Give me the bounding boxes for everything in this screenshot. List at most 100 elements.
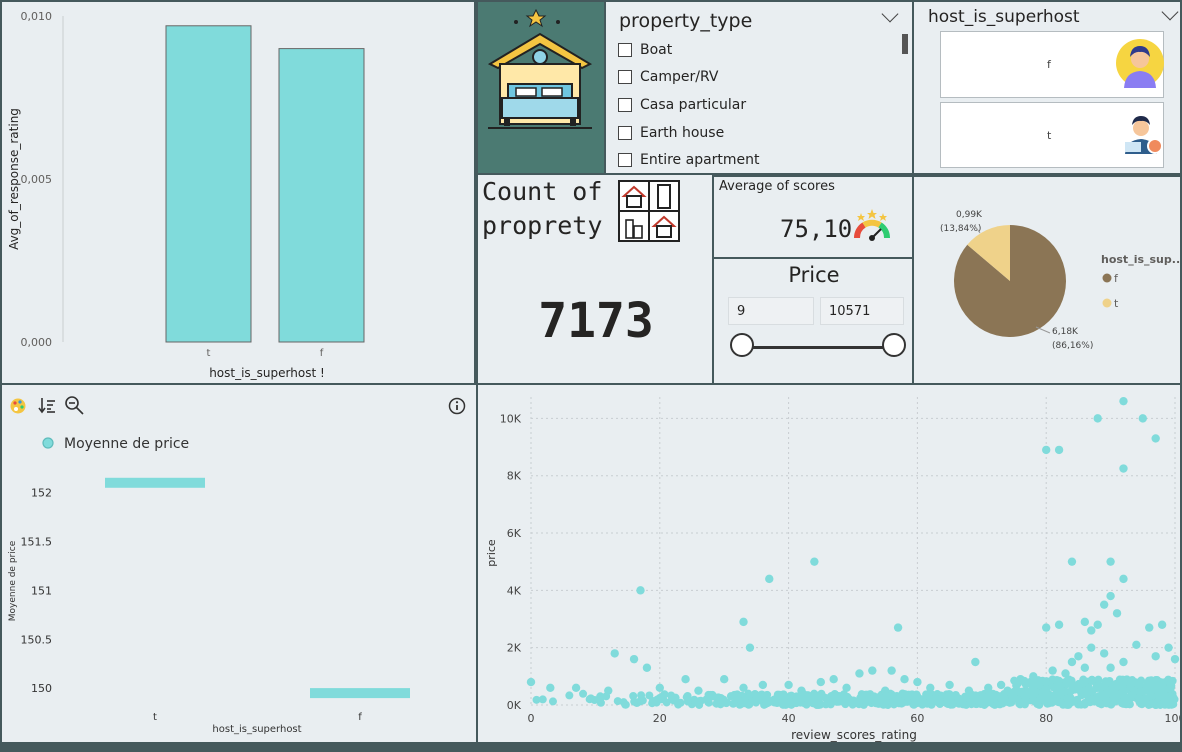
scatter-point[interactable]: [526, 677, 536, 687]
slicer-item-casa-particular[interactable]: Casa particular: [618, 94, 746, 116]
scatter-point[interactable]: [1170, 654, 1180, 664]
scatter-point[interactable]: [881, 686, 890, 695]
scatter-point[interactable]: [797, 686, 806, 695]
price-slider-max-handle[interactable]: [882, 333, 906, 357]
scatter-point[interactable]: [1029, 672, 1038, 681]
scatter-point[interactable]: [1087, 626, 1096, 635]
checkbox-icon[interactable]: [618, 43, 632, 57]
scatter-point[interactable]: [1138, 414, 1147, 423]
scatter-point[interactable]: [913, 677, 922, 687]
scatter-point[interactable]: [1106, 557, 1115, 566]
scatter-point[interactable]: [1080, 663, 1090, 672]
scatter-point[interactable]: [984, 683, 993, 693]
scatter-point[interactable]: [829, 675, 838, 684]
scatter-point[interactable]: [1112, 609, 1122, 618]
scatter-point[interactable]: [1093, 620, 1102, 629]
scatter-point[interactable]: [1054, 445, 1064, 455]
scatter-point[interactable]: [694, 686, 703, 695]
scatter-point[interactable]: [739, 617, 748, 627]
scatter-point[interactable]: [1119, 574, 1128, 584]
scatter-point[interactable]: [1042, 623, 1051, 632]
scatter-point[interactable]: [1151, 434, 1160, 443]
scatter-point[interactable]: [681, 675, 690, 684]
price-max-input[interactable]: 10571: [820, 297, 904, 325]
scatter-point[interactable]: [1074, 652, 1083, 661]
checkbox-icon[interactable]: [618, 98, 632, 112]
scatter-point[interactable]: [1164, 643, 1173, 652]
scatter-point[interactable]: [1132, 640, 1141, 650]
scatter-point[interactable]: [629, 654, 639, 664]
avg-price-mark-t[interactable]: [105, 477, 205, 488]
scatter-point[interactable]: [855, 669, 864, 678]
scatter-point[interactable]: [1087, 643, 1096, 652]
scatter-point[interactable]: [610, 649, 619, 658]
scatter-point[interactable]: [546, 683, 555, 693]
scatter-point[interactable]: [655, 683, 664, 693]
slicer-item-earth-house[interactable]: Earth house: [618, 122, 724, 144]
scatter-point[interactable]: [971, 657, 980, 667]
scatter-point[interactable]: [1106, 591, 1115, 601]
scatter-point[interactable]: [868, 666, 877, 675]
scatter-point[interactable]: [893, 623, 903, 632]
scatter-point[interactable]: [1151, 652, 1160, 661]
scatter-point[interactable]: [1157, 620, 1167, 629]
price-slider-track[interactable]: [742, 346, 894, 349]
scatter-point[interactable]: [1119, 657, 1128, 667]
scatter-point[interactable]: [758, 680, 768, 690]
superhost-tile-t[interactable]: t: [940, 102, 1164, 168]
scatter-point[interactable]: [1003, 686, 1012, 695]
palette-icon[interactable]: [10, 398, 26, 414]
scatter-point[interactable]: [996, 680, 1006, 690]
scatter-point[interactable]: [765, 574, 774, 584]
superhost-tile-f[interactable]: f: [940, 31, 1164, 98]
scatter-point[interactable]: [926, 683, 935, 693]
slicer-scrollbar[interactable]: [902, 34, 908, 54]
scatter-point[interactable]: [842, 683, 851, 693]
scatter-point[interactable]: [1042, 445, 1051, 455]
scatter-point[interactable]: [1145, 623, 1154, 632]
scatter-point[interactable]: [887, 666, 896, 675]
scatter-point[interactable]: [739, 683, 748, 693]
checkbox-icon[interactable]: [618, 70, 632, 84]
chevron-down-icon[interactable]: [881, 5, 899, 23]
bar-t[interactable]: [165, 25, 252, 343]
scatter-point[interactable]: [1106, 663, 1115, 672]
scatter-point[interactable]: [1119, 396, 1128, 406]
slicer-item-camper-rv[interactable]: Camper/RV: [618, 66, 719, 88]
scatter-point[interactable]: [571, 683, 581, 693]
scatter-point[interactable]: [1016, 675, 1025, 684]
scatter-point[interactable]: [1067, 557, 1077, 566]
scatter-point[interactable]: [945, 680, 954, 690]
scatter-point[interactable]: [1067, 657, 1077, 667]
slicer-item-entire-apartment[interactable]: Entire apartment: [618, 149, 760, 171]
scatter-point[interactable]: [1080, 617, 1090, 627]
price-min-input[interactable]: 9: [728, 297, 814, 325]
checkbox-icon[interactable]: [618, 153, 632, 167]
info-icon[interactable]: [448, 397, 466, 415]
scatter-point[interactable]: [1119, 464, 1128, 473]
scatter-point[interactable]: [642, 663, 652, 672]
scatter-point[interactable]: [1061, 669, 1070, 678]
scatter-point[interactable]: [720, 675, 729, 684]
checkbox-icon[interactable]: [618, 126, 632, 140]
scatter-point[interactable]: [1099, 649, 1109, 658]
bar-f[interactable]: [278, 48, 365, 343]
slicer-item-boat[interactable]: Boat: [618, 39, 672, 61]
scatter-point[interactable]: [1054, 620, 1064, 629]
avg-price-mark-f[interactable]: [310, 688, 410, 699]
scatter-point[interactable]: [810, 557, 819, 566]
scatter-point[interactable]: [816, 677, 825, 687]
scatter-point[interactable]: [964, 686, 974, 695]
scatter-point[interactable]: [900, 675, 909, 684]
scatter-point[interactable]: [636, 586, 645, 595]
scatter-point[interactable]: [745, 643, 755, 652]
scatter-point[interactable]: [1048, 666, 1057, 675]
scatter-point[interactable]: [1035, 680, 1044, 690]
scatter-point[interactable]: [784, 680, 793, 690]
pie-slice-t[interactable]: [967, 225, 1010, 281]
scatter-point[interactable]: [1099, 600, 1109, 609]
scatter-point[interactable]: [604, 686, 613, 695]
chevron-down-icon[interactable]: [1161, 3, 1179, 21]
price-slider-min-handle[interactable]: [730, 333, 754, 357]
scatter-point[interactable]: [1093, 414, 1102, 423]
